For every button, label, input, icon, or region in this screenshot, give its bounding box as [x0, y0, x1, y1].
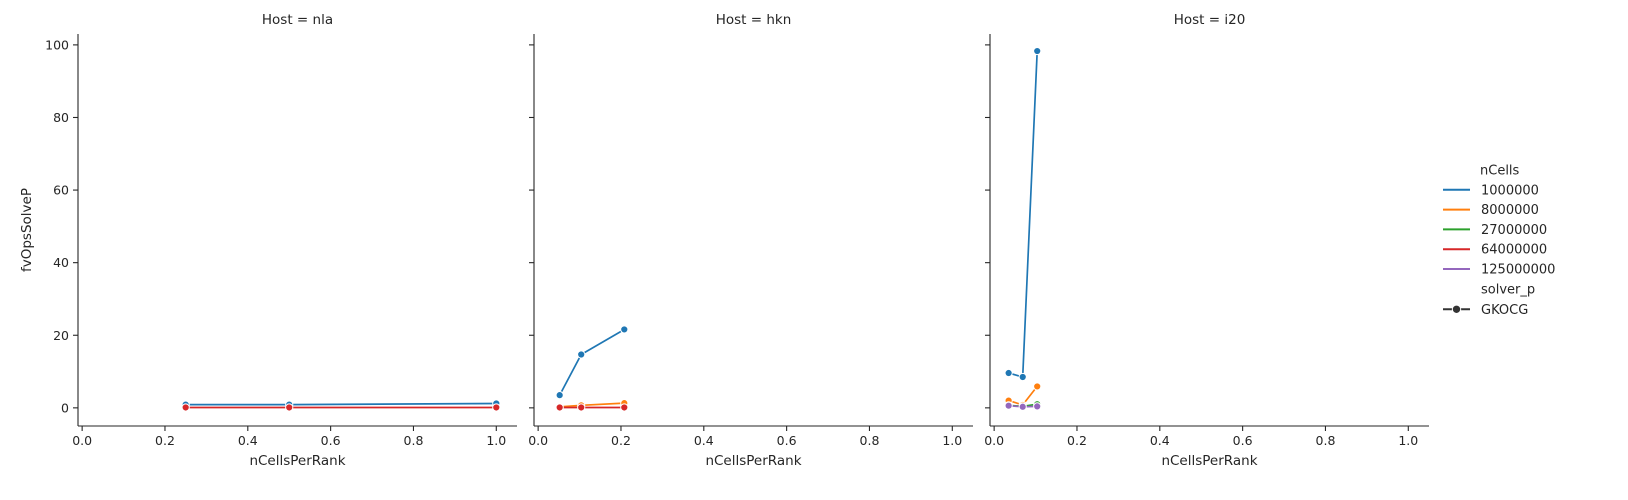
y-tick-label: 60 [53, 183, 69, 198]
x-tick-label: 0.4 [1150, 433, 1170, 448]
data-point-125000000 [1004, 401, 1013, 410]
data-point-64000000 [620, 403, 629, 412]
data-point-64000000 [181, 403, 190, 412]
data-point-1000000 [555, 391, 564, 400]
series-line-1000000 [558, 328, 625, 396]
panel-title: Host = i20 [1174, 12, 1246, 28]
data-point-1000000 [577, 350, 586, 359]
legend-label: 125000000 [1481, 263, 1555, 278]
series-line-1000000 [1008, 51, 1039, 379]
data-point-64000000 [492, 403, 501, 412]
y-tick-label: 20 [53, 328, 69, 343]
legend-label: 1000000 [1481, 183, 1539, 198]
panel-1: Host = nla 0.0 0.2 0.4 0.6 0.8 1.0 0 20 40 60 80 100… [19, 12, 517, 469]
x-tick-label: 0.8 [860, 433, 880, 448]
x-tick-label: 0.2 [155, 433, 175, 448]
panel-title: Host = nla [262, 12, 333, 28]
panel-2: Host = hkn 0.0 0.2 0.4 0.6 0.8 1.0 nCellsPerRan… [528, 12, 973, 469]
x-tick-label: 0.0 [984, 433, 1004, 448]
y-axis-title: fvOpsSolveP [19, 188, 35, 272]
x-tick-label: 0.0 [528, 433, 548, 448]
data-point-1000000 [1018, 372, 1027, 382]
y-tick-label: 0 [61, 400, 69, 415]
x-tick-label: 1.0 [486, 433, 506, 448]
x-tick-label: 0.2 [1067, 433, 1087, 448]
data-point-64000000 [577, 403, 586, 412]
legend-label: 8000000 [1481, 203, 1539, 218]
legend-label: 64000000 [1481, 243, 1547, 258]
series-line-1000000 [185, 402, 497, 406]
x-tick-label: 0.2 [611, 433, 631, 448]
y-tick-label: 100 [45, 37, 69, 52]
x-tick-label: 0.6 [777, 433, 797, 448]
x-tick-label: 0.0 [72, 433, 92, 448]
legend-style-title: solver_p [1481, 282, 1535, 297]
x-tick-label: 0.6 [321, 433, 341, 448]
data-point-8000000 [1033, 382, 1042, 391]
series-line-8000000 [559, 402, 625, 408]
x-tick-label: 0.4 [238, 433, 258, 448]
data-point-64000000 [285, 403, 294, 412]
y-tick-label: 40 [53, 255, 69, 270]
x-axis-title: nCellsPerRank [705, 453, 801, 469]
data-point-125000000 [1018, 402, 1027, 411]
panel-3: Host = i20 0.0 0.2 0.4 0.6 0.8 1.0 nCellsPerRan… [984, 12, 1429, 469]
panel-title: Host = hkn [716, 12, 792, 28]
legend-style-marker [1451, 304, 1462, 314]
data-point-64000000 [555, 403, 564, 412]
x-tick-label: 0.8 [1316, 433, 1336, 448]
legend-label: 27000000 [1481, 223, 1547, 238]
x-tick-label: 0.4 [694, 433, 714, 448]
x-tick-label: 0.6 [1233, 433, 1253, 448]
y-tick-label: 80 [53, 110, 69, 125]
data-point-1000000 [1033, 46, 1042, 56]
data-point-1000000 [620, 325, 629, 334]
legend: nCells 1000000 8000000 27000000 64000000 1250… [1443, 164, 1555, 318]
panels: Host = nla 0.0 0.2 0.4 0.6 0.8 1.0 0 20 40 60 80 100… [19, 12, 1429, 469]
x-tick-label: 1.0 [1398, 433, 1418, 448]
legend-label: GKOCG [1481, 303, 1528, 318]
legend-hue-title: nCells [1480, 164, 1520, 179]
x-axis-title: nCellsPerRank [1161, 453, 1257, 469]
data-point-125000000 [1033, 402, 1042, 411]
x-tick-label: 1.0 [942, 433, 962, 448]
x-axis-title: nCellsPerRank [249, 453, 345, 469]
x-tick-label: 0.8 [404, 433, 424, 448]
data-point-1000000 [1004, 368, 1013, 378]
